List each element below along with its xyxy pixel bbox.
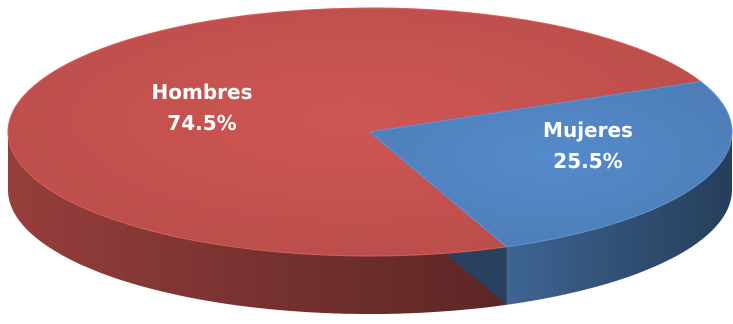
slice-label-mujeres: Mujeres: [543, 118, 633, 142]
slice-label-hombres: Hombres: [152, 80, 253, 104]
pie-labels: Hombres 74.5% Mujeres 25.5%: [152, 80, 633, 173]
pie-side-hombres: [8, 132, 507, 314]
slice-value-hombres: 74.5%: [167, 111, 236, 135]
pie-slice-mujeres: [368, 81, 733, 248]
slice-value-mujeres: 25.5%: [553, 149, 622, 173]
pie-side-mujeres: [506, 132, 732, 305]
pie-slice-hombres: [7, 7, 702, 257]
pie-tops: [7, 7, 733, 257]
